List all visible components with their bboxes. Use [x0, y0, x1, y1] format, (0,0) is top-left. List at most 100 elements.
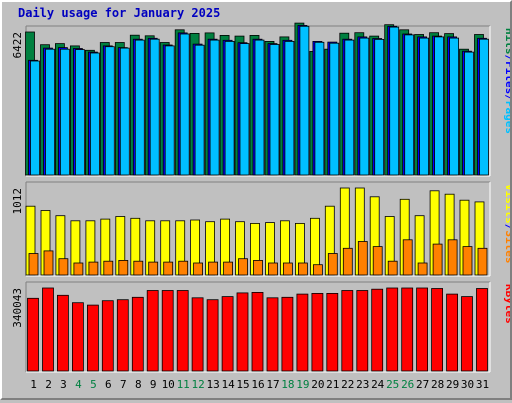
x-tick-label-7: 7 [120, 378, 127, 391]
hits-bar-pages-day-12 [194, 44, 205, 176]
hits-legend-item-0: Hits [503, 28, 510, 55]
x-tick-label-9: 9 [150, 378, 157, 391]
visits-legend-item-2: Sites [503, 230, 510, 263]
hits-legend-item-1: / [503, 55, 510, 62]
x-tick-label-17: 17 [266, 378, 279, 391]
hits-bar-pages-day-22 [344, 39, 355, 176]
visits-bar-sites-day-26 [402, 239, 413, 276]
hits-bar-pages-day-14 [224, 41, 235, 176]
x-tick-label-6: 6 [105, 378, 112, 391]
x-tick-label-27: 27 [416, 378, 429, 391]
visits-legend-item-0: Visits [503, 184, 510, 224]
kbytes-max-label: 340043 [11, 288, 24, 328]
x-tick-label-2: 2 [45, 378, 52, 391]
visits-bar-sites-day-17 [268, 262, 278, 276]
hits-bar-pages-day-21 [329, 42, 340, 176]
hits-bar-pages-day-29 [449, 37, 460, 176]
visits-bar-sites-day-3 [58, 258, 69, 276]
kbytes-bar-kbytes-day-2 [42, 287, 54, 372]
kbytes-legend: KBytes [503, 284, 510, 324]
x-tick-label-22: 22 [341, 378, 354, 391]
x-tick-label-18: 18 [281, 378, 294, 391]
hits-bar-pages-day-11 [179, 33, 190, 176]
hits-bar-pages-day-19 [299, 25, 310, 176]
panel-visits: 1012 Visits/Sites [11, 181, 512, 277]
hits-bar-pages-day-1 [30, 60, 40, 176]
visits-legend-item-1: / [503, 224, 510, 231]
x-tick-label-20: 20 [311, 378, 324, 391]
hits-bar-pages-day-17 [269, 44, 280, 176]
visits-bar-sites-day-15 [238, 258, 248, 276]
hits-bar-pages-day-24 [374, 39, 385, 176]
x-tick-label-19: 19 [296, 378, 309, 391]
visits-bar-sites-day-29 [447, 239, 458, 276]
x-tick-label-5: 5 [90, 378, 97, 391]
hits-bar-pages-day-27 [419, 37, 430, 176]
visits-bar-sites-day-11 [178, 260, 189, 276]
kbytes-bar-kbytes-day-16 [251, 291, 264, 372]
visits-bar-sites-day-9 [148, 261, 159, 276]
visits-bar-sites-day-28 [432, 243, 443, 276]
hits-bar-pages-day-31 [479, 38, 489, 176]
hits-bar-pages-day-20 [314, 41, 325, 176]
kbytes-bar-kbytes-day-11 [176, 290, 189, 372]
x-tick-label-23: 23 [356, 378, 369, 391]
x-tick-label-30: 30 [461, 378, 474, 391]
x-tick-label-24: 24 [371, 378, 385, 391]
kbytes-bar-kbytes-day-22 [341, 290, 354, 372]
kbytes-bar-kbytes-day-12 [191, 297, 204, 372]
hits-bar-pages-day-10 [164, 45, 175, 176]
kbytes-bar-kbytes-day-28 [431, 288, 444, 372]
visits-bar-sites-day-30 [462, 246, 473, 276]
hits-bar-pages-day-8 [134, 39, 145, 176]
x-tick-label-4: 4 [75, 378, 82, 391]
visits-bar-sites-day-2 [43, 250, 54, 276]
kbytes-bar-kbytes-day-30 [461, 296, 473, 372]
x-tick-label-11: 11 [177, 378, 190, 391]
x-tick-label-3: 3 [60, 378, 67, 391]
kbytes-bar-kbytes-day-23 [356, 290, 369, 372]
visits-bar-sites-day-21 [327, 253, 338, 276]
visits-bar-sites-day-25 [387, 260, 398, 276]
visits-bar-sites-day-16 [253, 259, 263, 276]
hits-max-label: 6422 [11, 32, 24, 59]
kbytes-bar-kbytes-day-25 [386, 287, 399, 372]
usage-chart: Daily usage for January 2025 6422Hits/Fi… [11, 6, 512, 391]
kbytes-bar-kbytes-day-5 [87, 304, 99, 372]
x-tick-label-28: 28 [431, 378, 444, 391]
visits-bar-sites-day-12 [193, 262, 204, 276]
visits-bar-sites-day-13 [208, 261, 219, 276]
x-tick-label-15: 15 [236, 378, 249, 391]
hits-bar-pages-day-25 [389, 26, 400, 176]
visits-bar-sites-day-20 [312, 264, 323, 276]
kbytes-bar-kbytes-day-24 [371, 288, 384, 372]
visits-bar-sites-day-19 [297, 262, 308, 276]
kbytes-bar-kbytes-day-27 [416, 287, 429, 372]
kbytes-bar-kbytes-day-18 [281, 296, 294, 372]
visits-bar-sites-day-22 [342, 247, 353, 276]
hits-bar-pages-day-6 [104, 46, 115, 176]
x-tick-label-14: 14 [221, 378, 235, 391]
hits-legend: Hits/Files/Pages [503, 28, 510, 134]
kbytes-bar-kbytes-day-7 [116, 299, 129, 372]
kbytes-bar-kbytes-day-9 [146, 290, 159, 372]
visits-bar-sites-day-6 [103, 260, 114, 276]
hits-bar-pages-day-15 [239, 43, 250, 176]
hits-bar-pages-day-13 [209, 39, 220, 176]
visits-legend: Visits/Sites [503, 184, 510, 264]
kbytes-bar-kbytes-day-29 [446, 293, 459, 372]
hits-bar-pages-day-7 [119, 47, 130, 176]
kbytes-bar-kbytes-day-13 [206, 299, 219, 372]
x-tick-label-12: 12 [191, 378, 204, 391]
visits-bar-sites-day-24 [372, 246, 383, 276]
hits-bar-pages-day-2 [45, 48, 55, 176]
hits-bar-pages-day-26 [404, 34, 415, 176]
panel-hits: 6422 Hits/Files/Pages [11, 22, 512, 177]
kbytes-bar-kbytes-day-4 [72, 302, 84, 372]
x-tick-label-26: 26 [401, 378, 414, 391]
x-tick-label-8: 8 [135, 378, 142, 391]
x-tick-label-10: 10 [162, 378, 175, 391]
hits-bar-pages-day-5 [90, 52, 100, 176]
kbytes-bar-kbytes-day-31 [476, 288, 488, 372]
